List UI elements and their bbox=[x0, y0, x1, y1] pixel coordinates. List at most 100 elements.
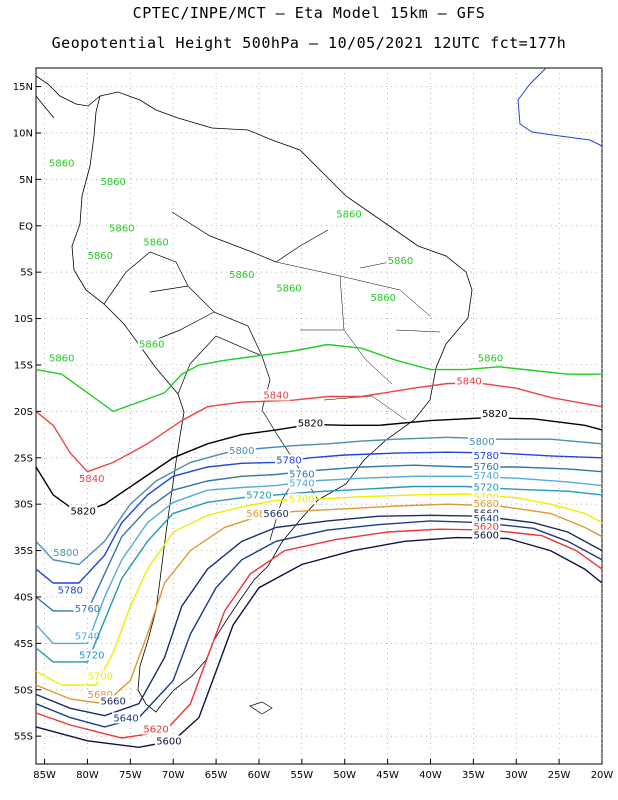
contour-label-bg bbox=[472, 460, 501, 472]
contour-label-bg bbox=[86, 670, 115, 682]
contour-label-bg bbox=[467, 435, 496, 447]
country-borders bbox=[103, 211, 329, 541]
contour-label-5820: 5820 bbox=[70, 506, 95, 517]
lon-tick-label: 55W bbox=[291, 770, 314, 781]
contour-label-bg bbox=[472, 507, 501, 519]
contour-label-bg bbox=[142, 236, 171, 248]
contour-label-bg bbox=[472, 529, 501, 541]
contour-label-bg bbox=[77, 472, 106, 484]
lon-tick-label: 25W bbox=[548, 770, 571, 781]
contour-label-5860: 5860 bbox=[371, 293, 396, 304]
contour-label-bg bbox=[227, 445, 256, 457]
contour-label-5800: 5800 bbox=[469, 437, 494, 448]
map-title-line2: Geopotential Height 500hPa – 10/05/2021 … bbox=[51, 34, 567, 52]
contour-label-bg bbox=[137, 338, 166, 350]
contour-label-bg bbox=[472, 449, 501, 461]
lon-tick-label: 75W bbox=[119, 770, 142, 781]
contour-label-5840: 5840 bbox=[263, 390, 288, 401]
contour-label-5760: 5760 bbox=[289, 469, 314, 480]
lon-tick-label: 20W bbox=[591, 770, 614, 781]
contour-label-bg bbox=[77, 649, 106, 661]
contour-label-bg bbox=[274, 454, 303, 466]
lon-tick-label: 60W bbox=[248, 770, 271, 781]
contour-5840 bbox=[35, 382, 603, 473]
contour-label-5800: 5800 bbox=[53, 548, 78, 559]
contour-label-5720: 5720 bbox=[79, 650, 104, 661]
contour-label-5720: 5720 bbox=[246, 491, 271, 502]
contour-label-bg bbox=[142, 723, 171, 735]
contour-5620 bbox=[35, 528, 603, 739]
contour-label-5860: 5860 bbox=[388, 256, 413, 267]
contour-label-5860: 5860 bbox=[100, 177, 125, 188]
contour-label-bg bbox=[52, 547, 81, 559]
lat-tick-label: 45S bbox=[14, 639, 33, 650]
lon-tick-label: 70W bbox=[162, 770, 185, 781]
lat-tick-label: 50S bbox=[14, 685, 33, 696]
contour-label-5820: 5820 bbox=[482, 409, 507, 420]
contour-label-5740: 5740 bbox=[75, 632, 100, 643]
contour-label-5840: 5840 bbox=[79, 474, 104, 485]
contour-label-bg bbox=[47, 157, 76, 169]
contour-label-5760: 5760 bbox=[75, 604, 100, 615]
lon-tick-label: 80W bbox=[76, 770, 99, 781]
contour-5720 bbox=[35, 485, 603, 663]
south-america-coastline bbox=[71, 91, 473, 713]
contour-label-bg bbox=[472, 498, 501, 510]
contour-label-bg bbox=[287, 477, 316, 489]
contour-label-bg bbox=[472, 491, 501, 503]
contour-label-5720: 5720 bbox=[474, 482, 499, 493]
contour-label-5860: 5860 bbox=[229, 270, 254, 281]
contour-label-5660: 5660 bbox=[263, 509, 288, 520]
contour-label-5860: 5860 bbox=[276, 284, 301, 295]
axis-ticks: 15N10N5NEQ5S10S15S20S25S30S35S40S45S50S5… bbox=[13, 82, 614, 781]
contour-label-bg bbox=[287, 468, 316, 480]
contour-label-5600: 5600 bbox=[474, 531, 499, 542]
contour-label-5680: 5680 bbox=[246, 509, 271, 520]
lon-tick-label: 65W bbox=[205, 770, 228, 781]
contour-label-bg bbox=[73, 602, 102, 614]
africa-coastline bbox=[517, 67, 603, 147]
lat-tick-label: 5N bbox=[19, 175, 33, 186]
contour-label-bg bbox=[244, 508, 273, 520]
contour-label-5620: 5620 bbox=[474, 522, 499, 533]
contour-5800 bbox=[35, 436, 603, 566]
contour-label-bg bbox=[244, 489, 273, 501]
contour-label-bg bbox=[262, 389, 291, 401]
map-title-line1: CPTEC/INPE/MCT – Eta Model 15km – GFS bbox=[132, 4, 486, 22]
contour-label-5760: 5760 bbox=[474, 462, 499, 473]
contour-label-5860: 5860 bbox=[336, 209, 361, 220]
contour-label-bg bbox=[472, 481, 501, 493]
lat-tick-label: 35S bbox=[14, 546, 33, 557]
contour-label-bg bbox=[73, 630, 102, 642]
contour-label-bg bbox=[455, 375, 484, 387]
lat-tick-label: 55S bbox=[14, 732, 33, 743]
contour-label-5640: 5640 bbox=[474, 514, 499, 525]
plot-frame bbox=[35, 67, 603, 765]
lat-tick-label: 5S bbox=[20, 268, 33, 279]
contour-label-5860: 5860 bbox=[478, 353, 503, 364]
contour-label-5820: 5820 bbox=[298, 418, 323, 429]
lat-tick-label: 30S bbox=[14, 500, 33, 511]
contour-label-5860: 5860 bbox=[139, 339, 164, 350]
contour-label-bg bbox=[86, 689, 115, 701]
contour-label-5780: 5780 bbox=[474, 451, 499, 462]
lon-tick-label: 35W bbox=[462, 770, 485, 781]
contour-label-bg bbox=[287, 493, 316, 505]
contour-label-bg bbox=[472, 470, 501, 482]
contour-label-5600: 5600 bbox=[156, 737, 181, 748]
contour-label-bg bbox=[112, 712, 141, 724]
contour-label-bg bbox=[227, 268, 256, 280]
contour-label-bg bbox=[47, 352, 76, 364]
brazil-state-borders bbox=[275, 259, 441, 421]
contour-label-bg bbox=[107, 222, 136, 234]
falkland-islands bbox=[249, 701, 273, 715]
contour-label-5640: 5640 bbox=[113, 713, 138, 724]
lon-tick-label: 50W bbox=[333, 770, 356, 781]
lat-tick-label: 20S bbox=[14, 407, 33, 418]
contour-5660 bbox=[35, 514, 603, 717]
contour-5680 bbox=[35, 503, 603, 705]
contour-label-5660: 5660 bbox=[100, 697, 125, 708]
contour-label-bg bbox=[480, 408, 509, 419]
contour-label-5860: 5860 bbox=[88, 251, 113, 262]
lon-tick-label: 45W bbox=[376, 770, 399, 781]
